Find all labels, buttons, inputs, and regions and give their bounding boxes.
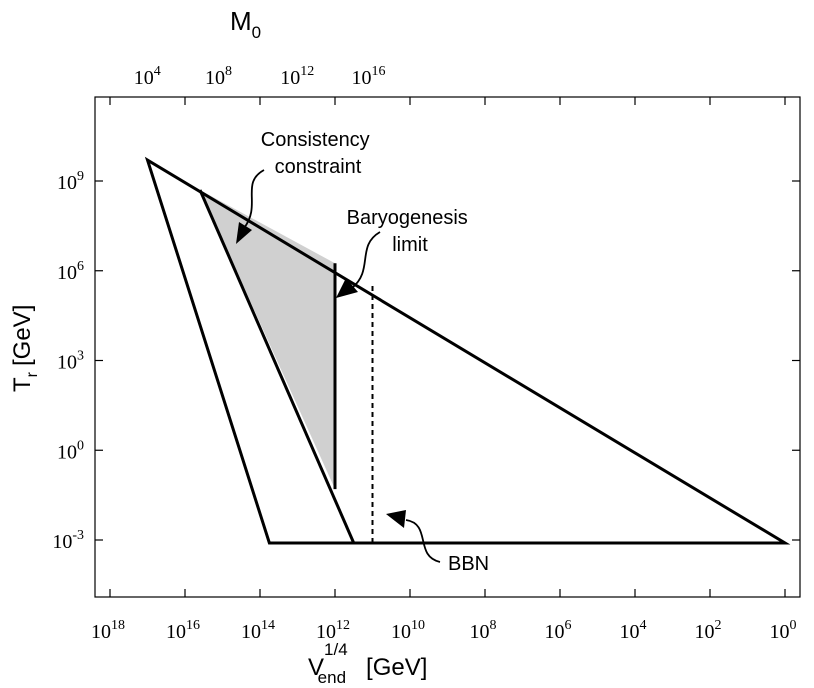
- x-tick-label-4: 1010: [391, 618, 425, 643]
- baryogenesis-arrowhead: [336, 278, 358, 298]
- annotation-consistency-constraint: Consistency constraint: [236, 129, 376, 244]
- x-tick-label-8: 102: [695, 618, 722, 643]
- top-tick-label-3: 1016: [352, 64, 386, 89]
- bbn-arrowhead: [386, 510, 406, 528]
- x-tick-label-7: 104: [620, 618, 647, 643]
- y-axis-title: Tr[GeV]: [9, 305, 41, 392]
- y-tick-label-1: 106: [57, 259, 84, 284]
- x-tick-label-3: 1012: [316, 618, 350, 643]
- top-axis-title: M0: [230, 6, 261, 42]
- annotation-baryogenesis-limit: Baryogenesis limit: [336, 207, 474, 298]
- y-tick-label-0: 109: [57, 169, 84, 194]
- baryogenesis-arrow-line: [351, 231, 381, 289]
- x-tick-label-5: 108: [470, 618, 497, 643]
- x-tick-label-0: 1018: [91, 618, 125, 643]
- outer-triangle: [144, 156, 791, 545]
- y-tick-label-4: 10-3: [52, 528, 84, 553]
- svg-text:Consistency constraint: Consistency constraint: [261, 129, 376, 178]
- svg-text:BBN: BBN: [448, 553, 489, 575]
- y-tick-label-2: 103: [57, 349, 84, 374]
- tick-labels-layer: 1018 1016 1014 1012 1010 108 106 104 102 100 104 10…: [52, 64, 796, 643]
- svg-text:Baryogenesis limit: Baryogenesis limit: [347, 207, 474, 256]
- ticks-layer: [95, 97, 800, 597]
- consistency-arrowhead: [236, 222, 252, 244]
- x-tick-label-2: 1014: [241, 618, 275, 643]
- inner-left-line: [198, 189, 356, 544]
- x-axis-title: V1/4 end [GeV]: [308, 640, 427, 687]
- regions-layer: [144, 156, 791, 545]
- plot-frame: [94, 96, 801, 598]
- x-tick-label-6: 106: [545, 618, 572, 643]
- x-tick-label-1: 1016: [166, 618, 200, 643]
- y-tick-label-3: 100: [57, 438, 84, 463]
- top-tick-label-2: 1012: [280, 64, 314, 89]
- x-tick-label-9: 100: [770, 618, 797, 643]
- bbn-arrow-line: [405, 519, 441, 563]
- top-tick-label-0: 104: [134, 64, 161, 89]
- svg-text:Tr[GeV]: Tr[GeV]: [9, 305, 41, 392]
- annotation-bbn: BBN: [386, 510, 489, 575]
- top-tick-label-1: 108: [205, 64, 232, 89]
- consistency-arrow-line: [243, 169, 265, 229]
